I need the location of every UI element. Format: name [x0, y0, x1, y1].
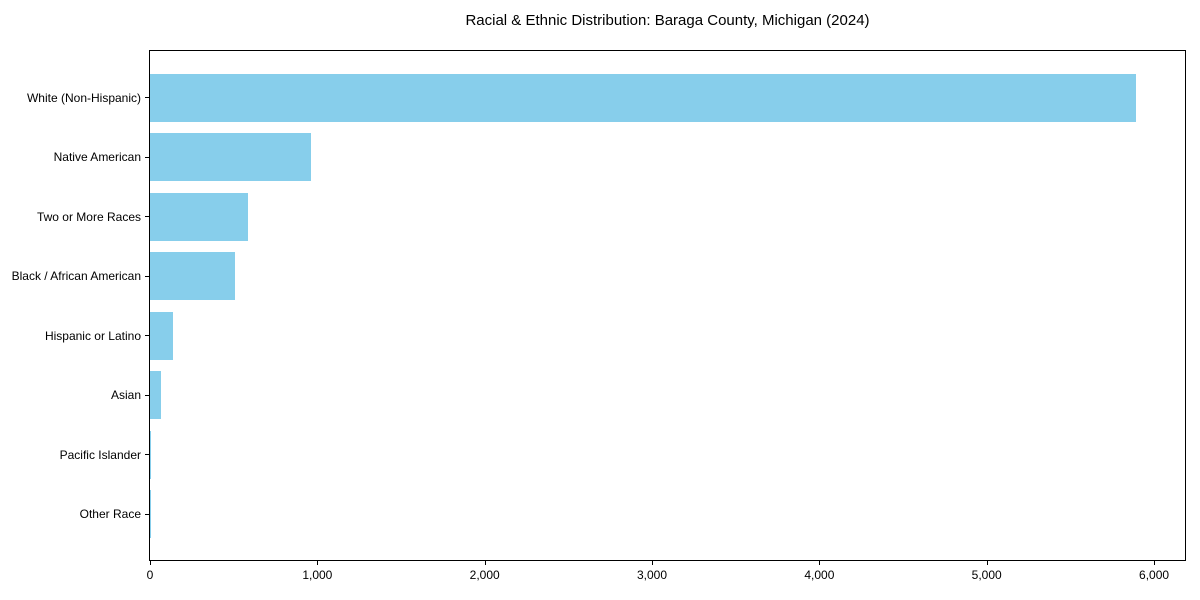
x-tick-label: 3,000: [637, 568, 668, 582]
x-tick-mark: [819, 560, 821, 565]
bar: [150, 430, 151, 479]
bar: [150, 252, 236, 301]
x-tick-mark: [652, 560, 654, 565]
y-axis-label: Black / African American: [11, 269, 141, 284]
y-tick-mark: [145, 335, 150, 337]
y-axis-label: Other Race: [79, 507, 141, 522]
x-tick-label: 2,000: [469, 568, 500, 582]
x-tick-label: 1,000: [302, 568, 333, 582]
y-tick-mark: [145, 156, 150, 158]
bar-row: Pacific Islander: [60, 425, 1185, 485]
y-axis-label: White (Non-Hispanic): [26, 90, 141, 105]
bars-container: White (Non-Hispanic) Native American Two o…: [12, 51, 1185, 560]
bar: [150, 73, 1136, 122]
x-tick-label: 0: [146, 568, 154, 582]
y-tick-mark: [145, 454, 150, 456]
bar-row: Other Race: [80, 485, 1185, 545]
x-tick-mark: [986, 560, 988, 565]
x-tick-mark: [150, 560, 151, 565]
bar-row: Black / African American: [12, 247, 1185, 307]
x-tick-label: 5,000: [971, 568, 1002, 582]
bar: [150, 311, 173, 360]
y-axis-label: Native American: [53, 150, 141, 165]
x-tick-mark: [317, 560, 319, 565]
x-tick-label: 6,000: [1139, 568, 1170, 582]
bar-row: Native American: [54, 128, 1185, 188]
bar-row: White (Non-Hispanic): [27, 68, 1185, 128]
y-tick-mark: [145, 216, 150, 218]
y-tick-mark: [145, 513, 150, 515]
bar-row: Two or More Races: [37, 187, 1185, 247]
bar-row: Hispanic or Latino: [45, 306, 1185, 366]
y-axis-label: Asian: [110, 388, 141, 403]
bar: [150, 371, 162, 420]
y-axis-label: Pacific Islander: [59, 447, 141, 462]
x-tick-label: 4,000: [804, 568, 835, 582]
y-axis-label: Hispanic or Latino: [44, 328, 141, 343]
bar-row: Asian: [111, 366, 1185, 426]
x-tick-mark: [1154, 560, 1156, 565]
plot-area: White (Non-Hispanic) Native American Two o…: [12, 50, 1186, 582]
chart-title: Racial & Ethnic Distribution: Baraga Cou…: [465, 12, 870, 29]
bar: [150, 192, 248, 241]
y-axis-label: Two or More Races: [36, 209, 141, 224]
y-tick-mark: [145, 275, 150, 277]
bar: [150, 133, 311, 182]
y-tick-mark: [145, 97, 150, 99]
x-tick-mark: [484, 560, 486, 565]
y-tick-mark: [145, 394, 150, 396]
